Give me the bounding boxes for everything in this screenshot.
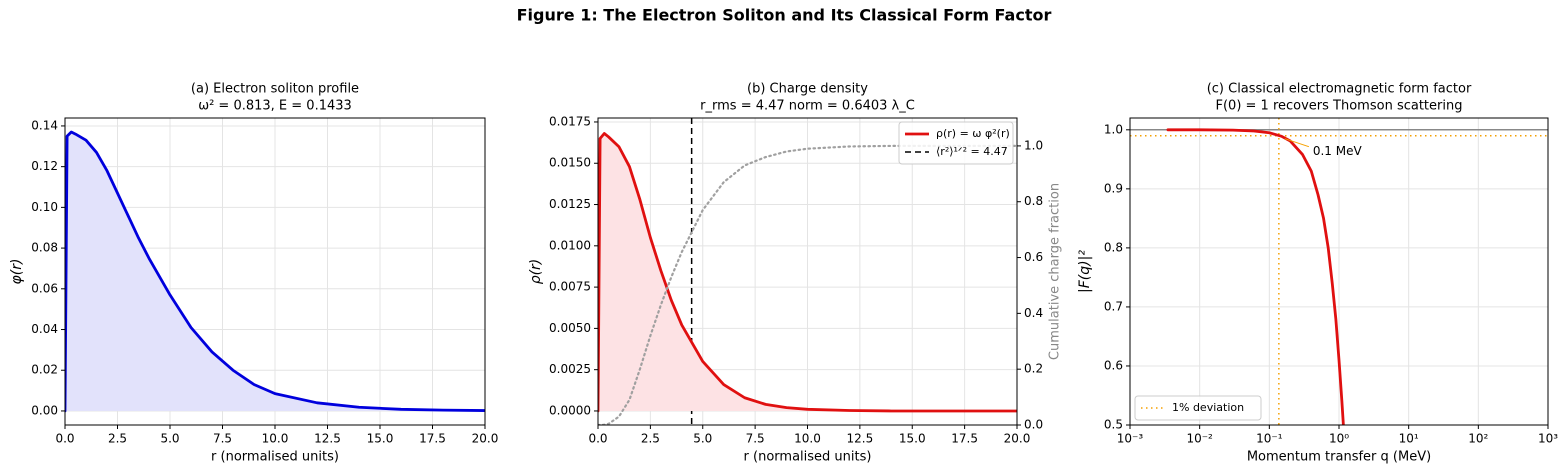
- y-tick-label: 0.06: [31, 281, 58, 295]
- panel-subtitle: F(0) = 1 recovers Thomson scattering: [1216, 99, 1463, 114]
- panel-subtitle: r_rms = 4.47 norm = 0.6403 λ_C: [700, 99, 915, 114]
- x-tick-label: 0.0: [55, 432, 74, 446]
- y-tick-label: 0.0025: [549, 362, 591, 376]
- y-tick-label: 0.10: [31, 200, 58, 214]
- y-tick-label: 0.8: [1104, 240, 1123, 254]
- y-tick-label: 0.0050: [549, 321, 591, 335]
- y-tick-label: 0.00: [31, 403, 58, 417]
- y-axis-label: |F(q)|²: [1077, 250, 1093, 293]
- y-tick-label: 0.6: [1104, 358, 1123, 372]
- axes-frame: [64, 117, 486, 426]
- x-tick-label: 17.5: [951, 432, 978, 446]
- x-tick-label: 5.0: [693, 432, 712, 446]
- y-tick-label: 0.9: [1104, 181, 1123, 195]
- panel-title: (b) Charge density: [747, 82, 868, 97]
- x-tick-label: 12.5: [314, 432, 341, 446]
- y2-tick-label: 0.8: [1024, 194, 1043, 208]
- legend-label: ⟨r²⟩¹ᐟ² = 4.47: [936, 145, 1008, 158]
- x-tick-label: 10⁻³: [1117, 432, 1144, 446]
- y2-tick-label: 1.0: [1024, 138, 1043, 152]
- x-tick-label: 15.0: [899, 432, 926, 446]
- x-tick-label: 10⁰: [1329, 432, 1349, 446]
- x-tick-label: 17.5: [419, 432, 446, 446]
- x-tick-label: 20.0: [472, 432, 499, 446]
- figure-title: Figure 1: The Electron Soliton and Its C…: [517, 6, 1052, 25]
- x-tick-label: 2.5: [108, 432, 127, 446]
- x-tick-label: 10⁻²: [1186, 432, 1213, 446]
- plot-area: [598, 118, 1017, 425]
- x-tick-label: 10.0: [262, 432, 289, 446]
- area: [598, 133, 1017, 411]
- legend-box: [1134, 395, 1262, 421]
- y-axis-label: ρ(r): [528, 259, 544, 285]
- panel-title: (c) Classical electromagnetic form facto…: [1207, 82, 1472, 97]
- annotation: 0.1 MeV: [1313, 144, 1363, 158]
- x-tick-label: 10³: [1538, 432, 1558, 446]
- y2-tick-label: 0.2: [1024, 362, 1043, 376]
- y-tick-label: 0.08: [31, 241, 58, 255]
- panel-title: (a) Electron soliton profile: [191, 82, 359, 97]
- y-tick-label: 0.0150: [549, 156, 591, 170]
- y2-tick-label: 0.6: [1024, 250, 1043, 264]
- axes-frame: [597, 117, 1018, 426]
- x-tick-label: 10¹: [1399, 432, 1419, 446]
- x-tick-label: 5.0: [160, 432, 179, 446]
- x-tick-label: 10.0: [794, 432, 821, 446]
- legend-box: [898, 121, 1014, 165]
- y2-axis-label: Cumulative charge fraction: [1048, 183, 1063, 360]
- x-tick-label: 7.5: [746, 432, 765, 446]
- y-tick-label: 0.14: [31, 118, 58, 132]
- plot-area: [1130, 118, 1548, 425]
- annotation-leader: [1284, 138, 1310, 148]
- y-tick-label: 0.0125: [549, 197, 591, 211]
- legend-label: ρ(r) = ω φ²(r): [936, 127, 1010, 140]
- x-axis-label: r (normalised units): [744, 450, 872, 465]
- y2-tick-label: 0.4: [1024, 306, 1043, 320]
- y-tick-label: 0.02: [31, 363, 58, 377]
- x-tick-label: 10⁻¹: [1256, 432, 1283, 446]
- y-tick-label: 1.0: [1104, 122, 1123, 136]
- y-tick-label: 0.5: [1104, 418, 1123, 432]
- x-tick-label: 12.5: [847, 432, 874, 446]
- series-line: [598, 132, 1017, 413]
- x-tick-label: 2.5: [641, 432, 660, 446]
- y-tick-label: 0.04: [31, 322, 58, 336]
- series-line: [598, 144, 1017, 425]
- y2-tick-label: 0.0: [1024, 418, 1043, 432]
- y-tick-label: 0.0175: [549, 114, 591, 128]
- x-tick-label: 15.0: [367, 432, 394, 446]
- axes-frame: [1129, 117, 1549, 426]
- series-line: [65, 130, 485, 413]
- y-axis-label: φ(r): [9, 259, 25, 285]
- legend-label: 1% deviation: [1172, 401, 1244, 414]
- series-line: [1166, 128, 1345, 425]
- panel-subtitle: ω² = 0.813, E = 0.1433: [198, 99, 352, 114]
- y-tick-label: 0.0100: [549, 238, 591, 252]
- x-tick-label: 7.5: [213, 432, 232, 446]
- y-tick-label: 0.7: [1104, 299, 1123, 313]
- y-tick-label: 0.0075: [549, 280, 591, 294]
- x-axis-label: r (normalised units): [211, 450, 339, 465]
- y-tick-label: 0.0000: [549, 403, 591, 417]
- x-tick-label: 20.0: [1004, 432, 1031, 446]
- x-axis-label: Momentum transfer q (MeV): [1247, 450, 1431, 465]
- plot-area: [65, 130, 485, 413]
- x-tick-label: 10²: [1468, 432, 1488, 446]
- y-tick-label: 0.12: [31, 159, 58, 173]
- area: [65, 132, 485, 411]
- x-tick-label: 0.0: [588, 432, 607, 446]
